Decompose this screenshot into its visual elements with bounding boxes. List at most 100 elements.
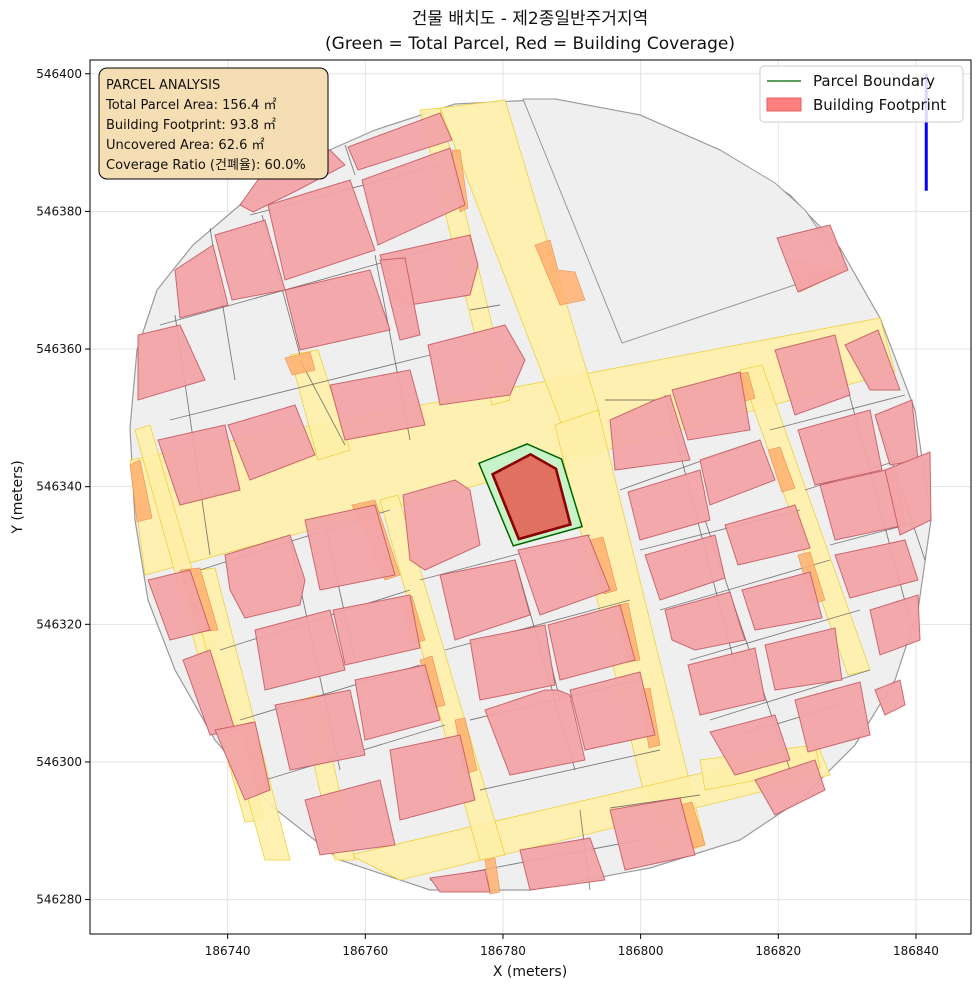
building-footprint [627,469,711,541]
y-tick-label: 546300 [36,755,82,769]
building-footprint [389,734,476,821]
legend: Parcel Boundary Building Footprint [759,65,964,123]
building-footprint [671,371,751,441]
building-footprint [174,244,229,319]
building-footprint [519,837,606,891]
y-tick-label: 546340 [36,480,82,494]
parcel-line [299,359,346,446]
parcel-line [344,144,356,176]
building-footprint [834,539,919,599]
parcel-line [469,304,501,311]
building-footprint [687,647,766,716]
building-footprint [254,609,346,691]
building-footprint [304,779,396,856]
building-footprint [224,534,306,619]
building-footprint [569,671,656,751]
building-footprint [484,689,586,776]
building-footprint [869,594,921,656]
building-shadow [129,459,153,523]
x-tick-label: 186740 [205,944,251,958]
building-footprint [354,664,441,741]
building-shadow [534,239,586,306]
x-axis-label: X (meters) [493,964,567,980]
building-footprint [644,534,726,601]
y-tick-label: 546280 [36,893,82,907]
parcel-line [479,749,661,791]
building-footprint [304,504,396,591]
road [289,349,351,461]
x-axis-ticks: 186740 186760 186780 186800 186820 186840 [205,934,939,958]
building-footprint [329,369,426,441]
info-building-footprint: Building Footprint: 93.8 ㎡ [106,118,276,133]
building-footprint [361,147,466,246]
building-footprint [402,479,481,571]
building-footprint [332,594,421,666]
parcel-line [769,394,906,431]
building-footprint [664,591,746,651]
road [439,99,601,434]
y-axis-ticks: 546280 546300 546320 546340 546360 546380 5464… [36,67,90,907]
y-tick-label: 546360 [36,342,82,356]
building-footprint [284,269,391,351]
building-footprint [797,409,883,486]
building-footprint [379,257,421,341]
building-footprint [274,689,366,771]
legend-frame [759,65,964,123]
building-footprint [147,569,211,641]
info-total-parcel-area: Total Parcel Area: 156.4 ㎡ [105,98,276,113]
building-footprint [884,451,932,536]
building-footprint [741,571,823,631]
target-building [490,452,572,541]
building-footprint [764,627,843,691]
parcel-line [709,669,871,721]
building-footprint [776,224,849,293]
legend-building-footprint-label: Building Footprint [813,96,946,114]
building-footprint [214,721,271,801]
legend-building-footprint-swatch [766,97,802,112]
chart-title-line1: 건물 배치도 - 제2종일반주거지역 [412,9,648,29]
building-footprint [844,329,901,391]
x-tick-label: 186800 [618,944,664,958]
building-footprint [267,179,376,281]
building-footprint [439,559,531,641]
legend-parcel-boundary-label: Parcel Boundary [813,72,935,90]
info-box-background [98,67,329,180]
x-tick-label: 186760 [342,944,388,958]
building-footprint [709,714,791,776]
y-tick-label: 546400 [36,67,82,81]
x-tick-label: 186780 [480,944,526,958]
building-footprint [469,624,556,701]
building-footprint [609,394,691,471]
building-footprint [794,681,871,753]
chart-title-line2: (Green = Total Parcel, Red = Building Co… [325,34,735,54]
y-tick-label: 546320 [36,617,82,631]
building-footprint [227,404,316,481]
info-coverage-ratio: Coverage Ratio (건폐율): 60.0% [106,158,306,173]
building-footprint [724,504,811,566]
building-footprint [517,534,611,616]
building-footprint [137,324,206,401]
info-uncovered-area: Uncovered Area: 62.6 ㎡ [106,138,265,153]
building-footprint [347,112,453,171]
plot-frame [89,59,972,935]
building-shadow [284,351,316,376]
y-axis-label: Y (meters) [10,460,26,534]
open-block [522,98,846,344]
building-footprint [547,604,636,681]
building-footprint [754,759,826,816]
map-layer [129,73,932,895]
building-footprint [429,869,491,893]
building-footprint [874,679,906,716]
building-footprint [699,439,776,506]
building-footprint [774,334,851,416]
parcel-line [169,354,431,421]
parcel-analysis-box: PARCEL ANALYSIS Total Parcel Area: 156.4… [98,67,329,180]
parcel-line [689,609,861,661]
info-box-title: PARCEL ANALYSIS [106,78,220,93]
building-footprint [609,797,696,871]
building-footprint [157,424,241,506]
x-tick-label: 186840 [893,944,939,958]
building-footprint [427,324,526,406]
x-tick-label: 186820 [755,944,801,958]
